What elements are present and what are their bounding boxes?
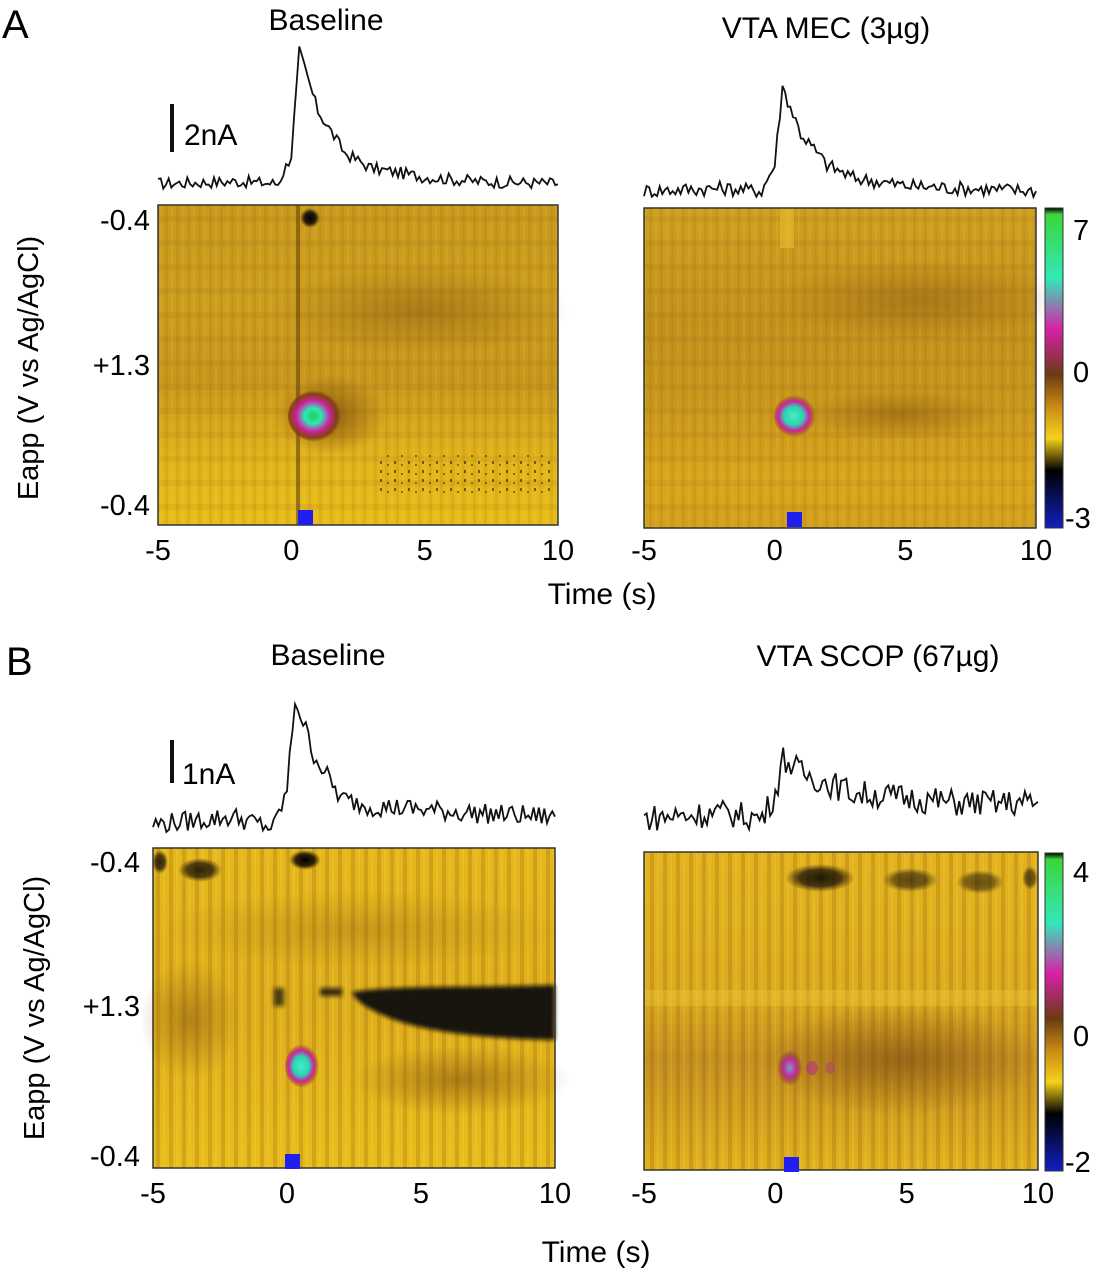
x-tick-label: 10	[539, 1178, 571, 1210]
y-tick-b-mid: +1.3	[83, 991, 140, 1023]
colorbar-b-min: -2	[1065, 1147, 1091, 1179]
x-tick-label: 5	[417, 535, 433, 567]
y-tick-a-bottom: -0.4	[100, 490, 150, 522]
x-tick-label: 0	[279, 1178, 295, 1210]
x-tick-label: -5	[631, 535, 657, 567]
stimulus-marker-a2	[787, 512, 802, 527]
panel-letter-b: B	[6, 640, 33, 684]
hotspot-b2	[778, 1050, 804, 1086]
colorbar-a-zero: 0	[1073, 357, 1089, 389]
current-trace	[152, 700, 556, 834]
title-b-treatment: VTA SCOP (67µg)	[757, 640, 1000, 673]
colorbar-a: 7 0 -3	[1044, 207, 1091, 535]
title-a-baseline: Baseline	[268, 4, 383, 37]
y-axis-label-a: Eapp (V vs Ag/AgCl)	[13, 236, 45, 500]
x-tick-label: 0	[767, 535, 783, 567]
y-tick-b-top: -0.4	[90, 847, 140, 879]
x-tick-label: 5	[897, 535, 913, 567]
x-tick-label: -5	[140, 1178, 166, 1210]
dark-spot-a1	[300, 208, 320, 228]
panel-letter-a: A	[2, 3, 29, 47]
heatmap-b-baseline	[140, 847, 570, 1169]
x-axis-label-b: Time (s)	[542, 1236, 651, 1269]
scale-bar-a-label: 2nA	[184, 119, 237, 152]
colorbar-b: 4 0 -2	[1044, 852, 1091, 1179]
y-tick-a-mid: +1.3	[93, 350, 150, 382]
colorbar-a-max: 7	[1073, 215, 1089, 247]
heatmap-a-baseline	[157, 204, 570, 526]
hotspot-b1	[285, 1044, 321, 1088]
hotspot-a1	[288, 390, 344, 442]
x-tick-label: 10	[542, 535, 574, 567]
x-tick-label: 10	[1020, 535, 1052, 567]
y-axis-label-b: Eapp (V vs Ag/AgCl)	[19, 876, 51, 1140]
colorbar-b-zero: 0	[1073, 1021, 1089, 1053]
current-trace	[643, 85, 1037, 200]
x-tick-label: 5	[413, 1178, 429, 1210]
scale-bar-b-label: 1nA	[182, 758, 235, 791]
hotspot-a2	[774, 395, 818, 437]
stimulus-marker-b1	[285, 1154, 300, 1169]
title-b-baseline: Baseline	[270, 639, 385, 672]
title-a-treatment: VTA MEC (3µg)	[722, 12, 930, 45]
colorbar-b-max: 4	[1073, 857, 1089, 889]
stimulus-marker-b2	[784, 1157, 799, 1172]
x-axis-label-a: Time (s)	[548, 578, 657, 611]
heatmap-a-treatment	[643, 207, 1070, 529]
current-trace	[643, 747, 1039, 833]
stimulus-marker-a1	[298, 510, 313, 525]
dark-band-b1	[352, 985, 555, 1040]
x-tick-label: 0	[767, 1178, 783, 1210]
x-tick-label: 10	[1022, 1178, 1054, 1210]
y-tick-b-bottom: -0.4	[90, 1141, 140, 1173]
x-tick-label: 0	[283, 535, 299, 567]
x-tick-label: 5	[899, 1178, 915, 1210]
heatmap-b-treatment	[643, 851, 1040, 1171]
colorbar-a-min: -3	[1065, 503, 1091, 535]
x-tick-label: -5	[631, 1178, 657, 1210]
x-tick-label: -5	[145, 535, 171, 567]
current-trace	[157, 46, 559, 191]
y-tick-a-top: -0.4	[100, 205, 150, 237]
